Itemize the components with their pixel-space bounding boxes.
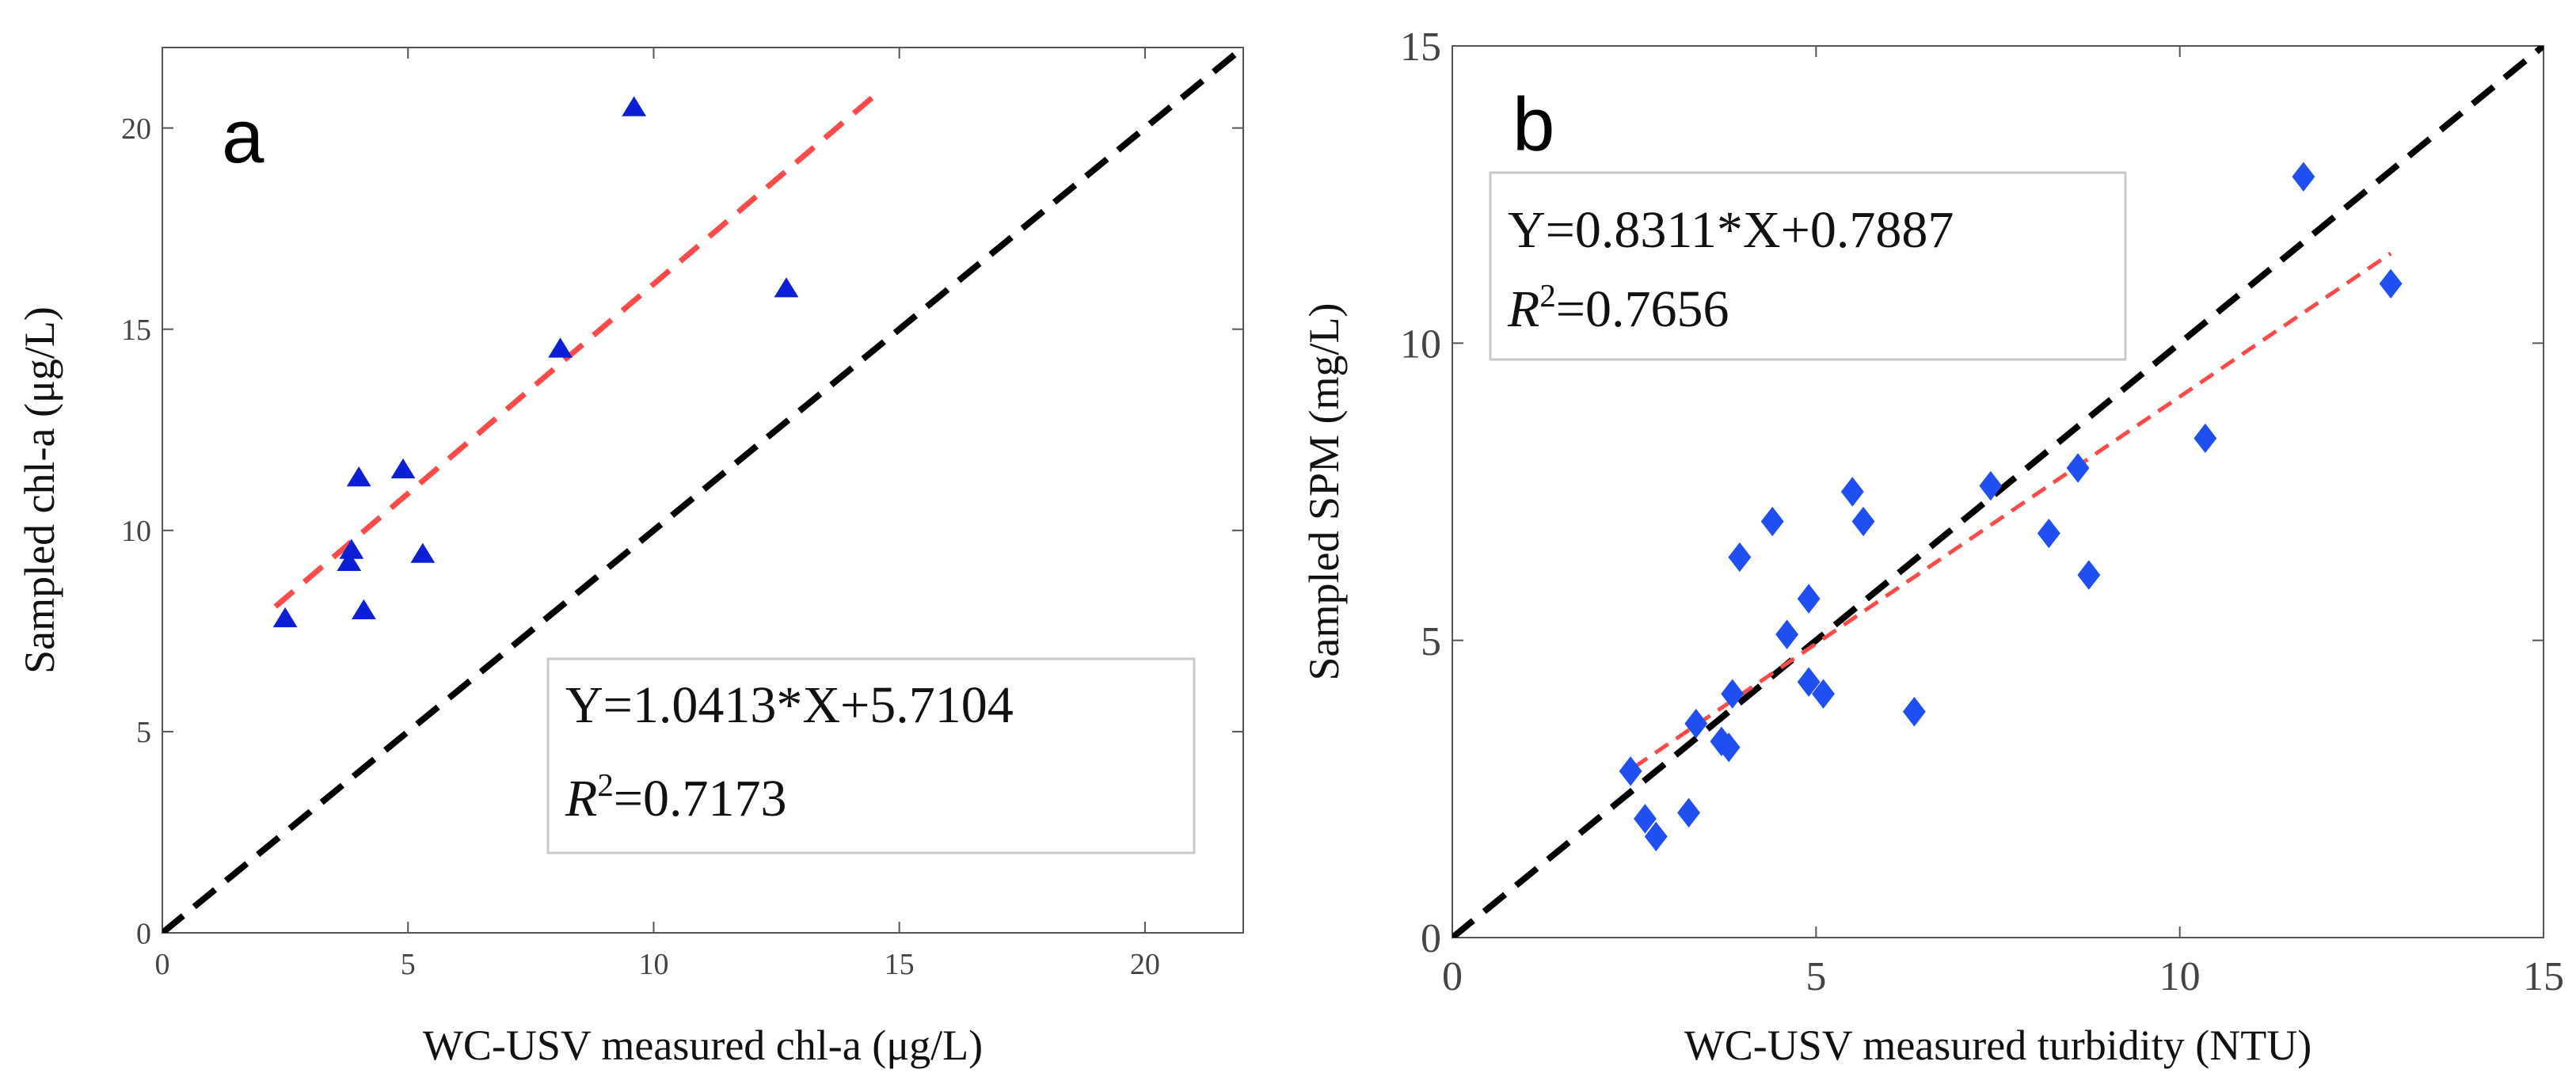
data-point-3	[1644, 821, 1668, 852]
r-squared-exponent: 2	[1539, 278, 1555, 314]
data-point-9	[1728, 542, 1752, 573]
data-point-11	[1775, 619, 1799, 649]
data-point-1	[1619, 756, 1642, 786]
regression-equation: Y=1.0413*X+5.7104	[565, 676, 1014, 734]
y-tick-label: 20	[121, 112, 151, 146]
data-point-21	[2077, 560, 2101, 590]
data-point-4	[346, 466, 371, 487]
data-point-20	[2066, 453, 2090, 483]
data-point-9	[622, 96, 647, 116]
x-tick-label: 5	[401, 948, 416, 981]
data-point-15	[1840, 477, 1864, 507]
r-squared-exponent: 2	[597, 767, 613, 803]
data-point-10	[1760, 506, 1784, 537]
x-tick-label: 15	[2523, 954, 2564, 999]
data-point-10	[774, 277, 799, 298]
identity-line	[1452, 46, 2544, 938]
data-point-17	[1902, 697, 1926, 727]
x-tick-label: 5	[1805, 954, 1826, 999]
data-point-7	[410, 542, 436, 563]
plot-frame	[162, 47, 1244, 934]
y-tick-label: 5	[136, 716, 151, 749]
y-tick-label: 5	[1421, 619, 1441, 664]
identity-line	[162, 48, 1243, 933]
data-point-8	[548, 337, 573, 358]
data-point-16	[1851, 506, 1875, 537]
data-point-6	[390, 458, 416, 479]
regression-line	[1633, 251, 2392, 769]
data-point-5	[351, 599, 376, 619]
y-tick-label: 0	[136, 917, 151, 950]
y-tick-label: 15	[1400, 25, 1441, 70]
chart-a: 0 5 10 15 20 0 5 10 15 20 WC-USV measured chl-a (μ…	[16, 47, 1244, 1069]
chart-b: 0 5 10 15 0 5 10 15 WC-USV measured turbidity (N…	[1300, 25, 2564, 1069]
data-point-24	[2379, 268, 2403, 299]
data-point-14	[1812, 679, 1835, 709]
r-squared-symbol: R	[565, 770, 597, 828]
y-tick-label: 15	[121, 314, 151, 347]
data-point-13	[1797, 667, 1821, 697]
equation-box	[546, 657, 1196, 854]
data-point-23	[2292, 162, 2315, 192]
y-tick-label: 10	[121, 515, 151, 548]
x-tick-label: 10	[2159, 954, 2201, 999]
data-point-18	[1979, 470, 2003, 501]
r-squared-value: =0.7173	[614, 770, 787, 828]
panel-label: a	[222, 94, 264, 179]
y-tick-label: 10	[1400, 322, 1441, 367]
data-point-1	[272, 607, 298, 628]
x-tick-label: 0	[1442, 954, 1463, 999]
data-point-19	[2037, 518, 2060, 549]
x-tick-label: 10	[638, 948, 668, 981]
r-squared: R2=0.7656	[1507, 278, 1729, 338]
data-point-2	[1633, 804, 1657, 834]
r-squared: R2=0.7173	[565, 767, 787, 828]
x-tick-label: 20	[1130, 948, 1160, 981]
y-tick-label: 0	[1421, 916, 1441, 961]
y-axis-label: Sampled SPM (mg/L)	[1300, 302, 1348, 680]
data-point-5	[1684, 709, 1708, 739]
x-tick-label: 15	[885, 948, 915, 981]
data-point-12	[1797, 584, 1821, 614]
data-point-22	[2194, 423, 2217, 454]
regression-line	[273, 93, 877, 609]
x-axis-label: WC-USV measured chl-a (μg/L)	[423, 1022, 983, 1069]
data-point-2	[337, 550, 362, 571]
regression-equation: Y=0.8311*X+0.7887	[1508, 201, 1954, 259]
x-tick-label: 0	[155, 948, 170, 981]
plot-frame	[1452, 45, 2544, 938]
data-point-4	[1677, 797, 1701, 828]
y-axis-label: Sampled chl-a (μg/L)	[16, 306, 63, 674]
data-point-6	[1710, 726, 1733, 756]
equation-box	[1489, 171, 2127, 361]
data-point-8	[1721, 679, 1745, 709]
r-squared-symbol: R	[1507, 280, 1539, 338]
data-point-7	[1717, 732, 1741, 763]
panel-label: b	[1512, 82, 1554, 167]
data-point-3	[339, 538, 364, 559]
x-axis-label: WC-USV measured turbidity (NTU)	[1684, 1022, 2312, 1069]
r-squared-value: =0.7656	[1556, 280, 1729, 338]
